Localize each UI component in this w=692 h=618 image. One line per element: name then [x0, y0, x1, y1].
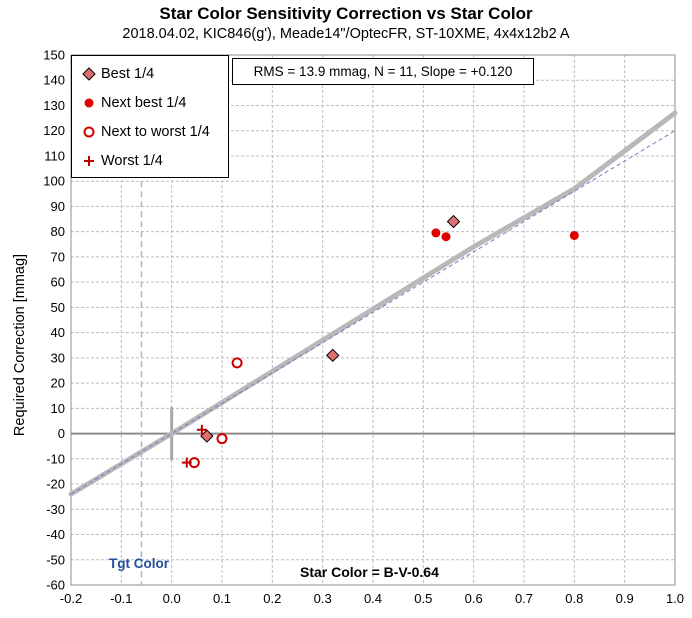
x-tick-label: 1.0	[666, 591, 684, 606]
x-tick-label: 0.2	[263, 591, 281, 606]
y-tick-label: 120	[43, 123, 65, 138]
chart-subtitle: 2018.04.02, KIC846(g'), Meade14"/OptecFR…	[122, 26, 570, 42]
plus-marker-icon	[84, 156, 94, 166]
x-tick-label: -0.1	[110, 591, 132, 606]
x-tick-label: 0.5	[414, 591, 432, 606]
x-tick-label: 0.8	[565, 591, 583, 606]
y-tick-label: -40	[46, 527, 65, 542]
y-tick-label: 140	[43, 73, 65, 88]
legend-label: Worst 1/4	[101, 153, 163, 169]
legend: Best 1/4 Next best 1/4 Next to worst 1/4…	[71, 55, 229, 178]
chart-title: Star Color Sensitivity Correction vs Sta…	[159, 4, 533, 23]
data-point-best	[326, 348, 340, 363]
y-tick-label: 80	[51, 224, 65, 239]
dot-marker-icon	[84, 98, 94, 108]
y-tick-label: -20	[46, 477, 65, 492]
legend-item-next-to-worst: Next to worst 1/4	[82, 122, 210, 142]
y-tick-label: 50	[51, 300, 65, 315]
legend-label: Next best 1/4	[101, 95, 187, 111]
y-tick-label: -50	[46, 552, 65, 567]
legend-item-worst: Worst 1/4	[82, 151, 163, 171]
x-tick-label: 0.7	[515, 591, 533, 606]
data-point-best	[200, 429, 214, 443]
data-point-worst	[196, 424, 207, 435]
y-tick-label: 90	[51, 199, 65, 214]
y-tick-label: 100	[43, 174, 65, 189]
y-tick-label: 0	[58, 426, 65, 441]
legend-label: Next to worst 1/4	[101, 124, 210, 140]
diamond-marker-icon	[82, 67, 96, 81]
data-point-next-best	[569, 230, 579, 240]
y-tick-label: 150	[43, 48, 65, 63]
data-point-next-best	[441, 232, 451, 242]
target-color-label: Tgt Color	[109, 556, 169, 571]
y-axis-label: Required Correction [mmag]	[12, 254, 28, 436]
data-point-best	[446, 214, 461, 229]
y-tick-label: 40	[51, 325, 65, 340]
y-tick-label: 70	[51, 249, 65, 264]
open-circle-marker-icon	[83, 126, 95, 138]
data-point-next-to-worst	[216, 433, 228, 445]
fit-curve	[68, 110, 678, 497]
x-tick-label: 0.1	[213, 591, 231, 606]
y-tick-label: -30	[46, 502, 65, 517]
legend-item-next-best: Next best 1/4	[82, 93, 186, 113]
y-tick-label: 110	[44, 148, 65, 163]
x-variable-label: Star Color = B-V-0.64	[300, 564, 439, 580]
x-tick-label: 0.9	[616, 591, 634, 606]
stats-box: RMS = 13.9 mmag, N = 11, Slope = +0.120	[232, 58, 534, 85]
y-tick-label: 130	[43, 98, 65, 113]
plot-border	[70, 54, 676, 586]
y-tick-label: -60	[46, 578, 65, 593]
linear-fit-line	[70, 130, 676, 495]
y-tick-label: 10	[51, 401, 65, 416]
x-tick-label: 0.0	[163, 591, 181, 606]
legend-item-best: Best 1/4	[82, 64, 154, 84]
x-tick-label: -0.2	[60, 591, 82, 606]
x-tick-label: 0.3	[314, 591, 332, 606]
y-tick-label: 20	[51, 376, 65, 391]
y-tick-label: -10	[46, 451, 65, 466]
data-point-next-to-worst	[231, 357, 243, 369]
data-point-worst	[181, 457, 192, 468]
y-tick-label: 60	[51, 275, 65, 290]
x-tick-label: 0.4	[364, 591, 382, 606]
x-tick-label: 0.6	[465, 591, 483, 606]
data-point-next-best	[431, 228, 441, 238]
legend-label: Best 1/4	[101, 66, 155, 82]
y-tick-label: 30	[51, 350, 65, 365]
